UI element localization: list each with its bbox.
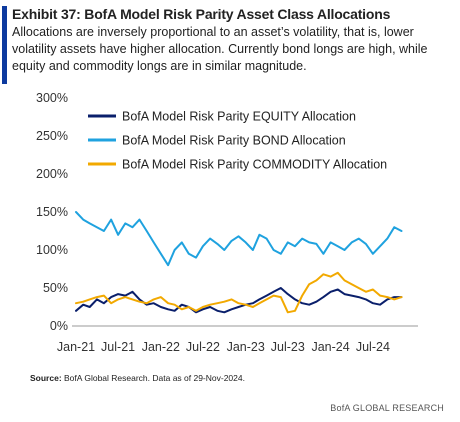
x-tick-label: Jan-22 xyxy=(142,340,180,354)
legend-label: BofA Model Risk Parity BOND Allocation xyxy=(122,134,346,148)
source-note: Source: BofA Global Research. Data as of… xyxy=(30,373,245,383)
y-tick-label: 150% xyxy=(36,205,68,219)
exhibit-title: Exhibit 37: BofA Model Risk Parity Asset… xyxy=(12,6,391,22)
chart: 0% 50% 100% 150% 200% 250% 300% Jan-21 Jul-21 Jan… xyxy=(36,91,418,354)
legend-label: BofA Model Risk Parity COMMODITY Allocat… xyxy=(122,158,387,172)
x-tick-label: Jul-23 xyxy=(271,340,305,354)
brand-footer: BofA GLOBAL RESEARCH xyxy=(330,403,444,413)
y-tick-label: 300% xyxy=(36,91,68,105)
x-tick-label: Jul-24 xyxy=(356,340,390,354)
y-tick-label: 250% xyxy=(36,129,68,143)
y-tick-label: 0% xyxy=(50,319,68,333)
exhibit-subtitle: Allocations are inversely proportional t… xyxy=(12,25,428,73)
series-line-bond xyxy=(75,211,403,267)
x-tick-label: Jul-22 xyxy=(186,340,220,354)
series-line-equity xyxy=(75,287,403,314)
x-tick-label: Jan-23 xyxy=(227,340,265,354)
source-label: Source: xyxy=(30,373,62,383)
series-line-commodity xyxy=(75,271,403,314)
x-tick-label: Jan-24 xyxy=(311,340,349,354)
y-tick-label: 50% xyxy=(43,281,68,295)
legend-label: BofA Model Risk Parity EQUITY Allocation xyxy=(122,110,356,124)
x-tick-label: Jul-21 xyxy=(101,340,135,354)
source-text: BofA Global Research. Data as of 29-Nov-… xyxy=(61,373,245,383)
y-tick-label: 100% xyxy=(36,243,68,257)
y-tick-label: 200% xyxy=(36,167,68,181)
accent-bar xyxy=(2,6,7,84)
x-tick-label: Jan-21 xyxy=(57,340,95,354)
